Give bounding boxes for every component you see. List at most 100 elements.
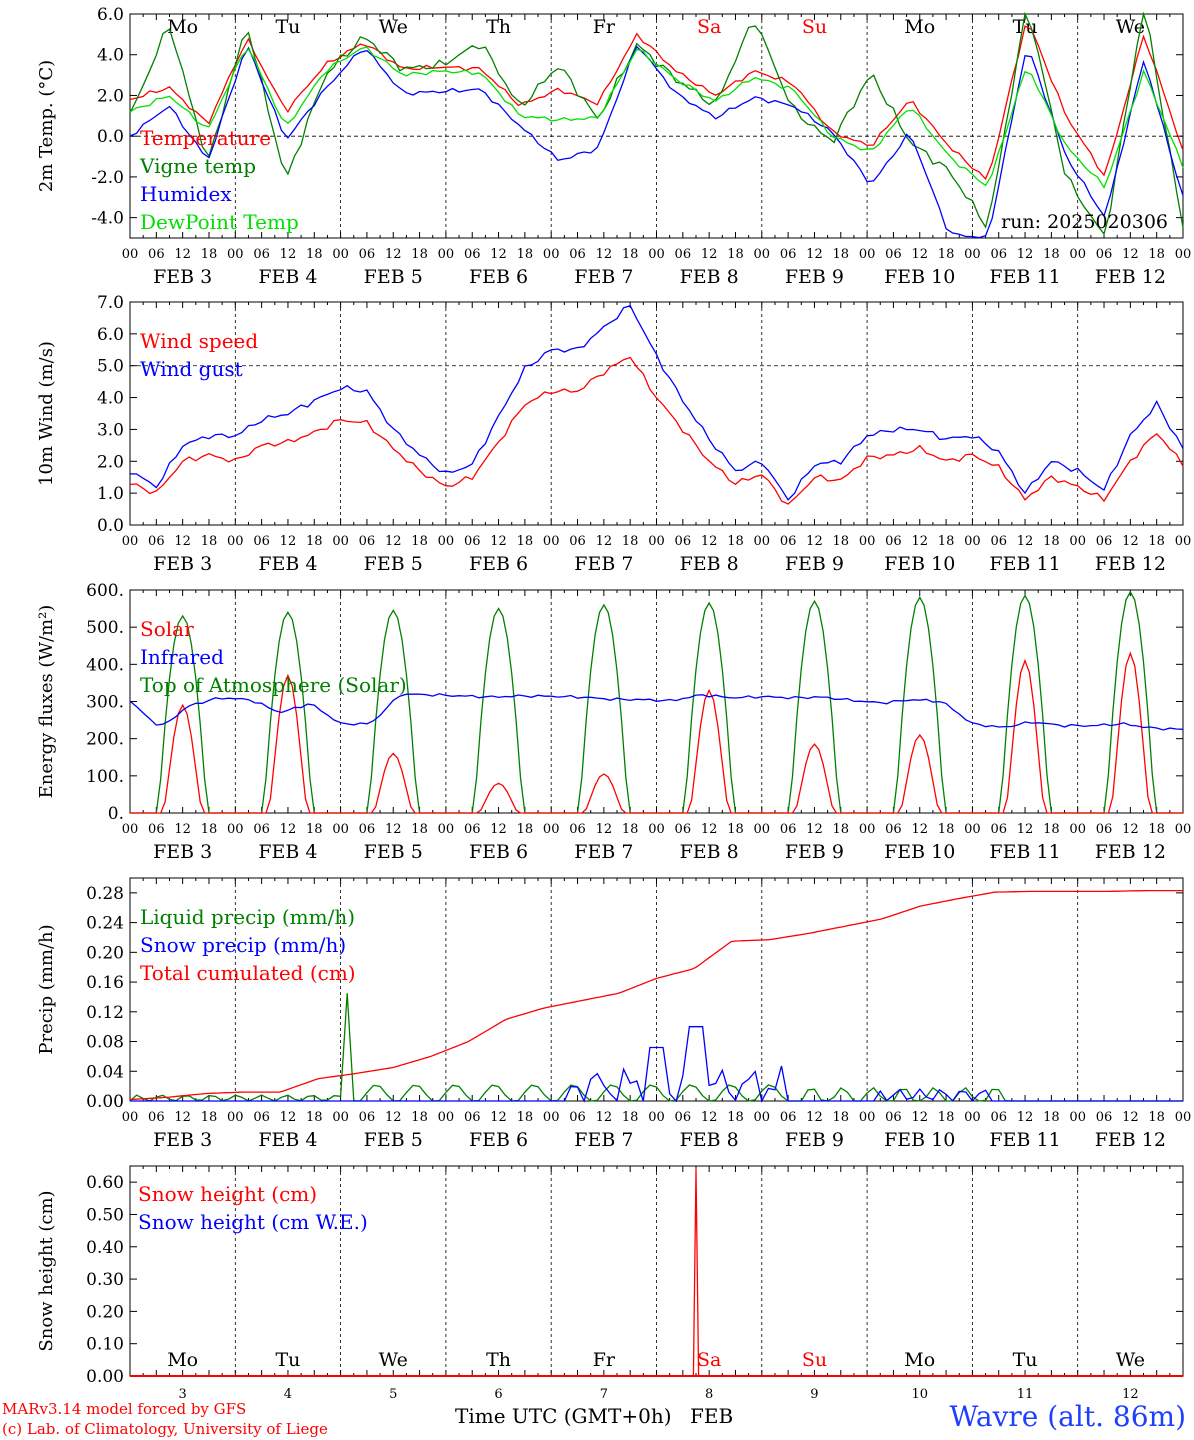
- x-hour-label: 12: [174, 1110, 191, 1125]
- x-date-label: FEB 5: [364, 1129, 423, 1151]
- x-hour-label: 18: [727, 822, 744, 837]
- x-date-label: FEB 8: [680, 266, 739, 288]
- x-hour-label: 18: [1043, 247, 1060, 262]
- x-hour-label: 12: [174, 534, 191, 549]
- weekday-label-top: Tu: [275, 16, 300, 38]
- x-hour-label: 00: [754, 534, 771, 549]
- x-hour-label: 00: [1069, 534, 1086, 549]
- x-hour-label: 06: [675, 247, 692, 262]
- series-line-toa: [130, 590, 1183, 814]
- x-hour-label: 06: [1096, 1110, 1113, 1125]
- series-line-solar: [130, 651, 1183, 814]
- series-line-total: [129, 889, 1183, 1101]
- x-date-label: FEB 5: [364, 266, 423, 288]
- x-hour-label: 18: [411, 534, 428, 549]
- x-hour-label: 00: [227, 1110, 244, 1125]
- x-hour-label: 12: [1017, 247, 1034, 262]
- legend-entry: Snow height (cm): [138, 1182, 317, 1206]
- legend-entry: Snow height (cm W.E.): [138, 1210, 368, 1234]
- x-hour-label: 00: [332, 247, 349, 262]
- x-hour-label: 12: [596, 247, 613, 262]
- x-hour-label: 00: [1175, 534, 1192, 549]
- x-date-label: FEB 10: [884, 553, 955, 575]
- x-hour-label: 06: [148, 1110, 165, 1125]
- x-hour-label: 06: [780, 822, 797, 837]
- y-tick-label: 0.28: [86, 884, 124, 904]
- x-hour-label: 00: [964, 1110, 981, 1125]
- x-date-label: FEB 3: [153, 553, 212, 575]
- panel-2: 0.0 1.0 2.0 3.0 4.0 5.0 6.0 7.0 10m Wind (m/s) 00…: [36, 293, 1191, 575]
- x-hour-label: 18: [517, 822, 534, 837]
- y-tick-label: 0.20: [86, 943, 124, 963]
- x-hour-label: 18: [1148, 247, 1165, 262]
- x-hour-label: 18: [411, 247, 428, 262]
- x-hour-label: 18: [1043, 1110, 1060, 1125]
- x-hour-label: 18: [411, 822, 428, 837]
- x-hour-label: 18: [938, 822, 955, 837]
- y-axis-label: 2m Temp. (°C): [36, 60, 57, 192]
- x-hour-label: 12: [1017, 534, 1034, 549]
- x-hour-label: 06: [990, 1110, 1007, 1125]
- x-hour-label: 00: [543, 247, 560, 262]
- x-hour-label: 00: [754, 247, 771, 262]
- series-line-3: [129, 45, 1184, 239]
- x-hour-label: 18: [1043, 534, 1060, 549]
- run-label: run: 2025020306: [1001, 211, 1168, 233]
- x-date-label: FEB 9: [785, 1129, 844, 1151]
- x-hour-label: 12: [1017, 1110, 1034, 1125]
- x-hour-label: 06: [990, 822, 1007, 837]
- legend-entry: Total cumulated (cm): [140, 961, 356, 985]
- x-date-label: FEB 7: [574, 266, 633, 288]
- x-hour-label: 18: [833, 247, 850, 262]
- y-tick-label: 100.: [86, 767, 124, 787]
- day-number-label: 6: [494, 1387, 502, 1402]
- x-date-label: FEB 11: [989, 841, 1060, 863]
- x-hour-label: 00: [543, 822, 560, 837]
- x-hour-label: 06: [780, 247, 797, 262]
- x-hour-label: 12: [596, 534, 613, 549]
- x-hour-label: 00: [648, 534, 665, 549]
- x-hour-label: 06: [148, 822, 165, 837]
- x-hour-label: 06: [569, 1110, 586, 1125]
- x-hour-label: 12: [596, 1110, 613, 1125]
- x-hour-label: 00: [648, 822, 665, 837]
- x-hour-label: 12: [490, 1110, 507, 1125]
- x-date-label: FEB 8: [680, 1129, 739, 1151]
- x-hour-label: 12: [280, 822, 297, 837]
- weekday-label-bottom: We: [1116, 1349, 1145, 1371]
- x-hour-label: 06: [675, 1110, 692, 1125]
- x-date-label: FEB 6: [469, 553, 528, 575]
- x-hour-label: 00: [648, 1110, 665, 1125]
- x-hour-label: 12: [280, 247, 297, 262]
- x-hour-label: 00: [438, 1110, 455, 1125]
- x-hour-label: 00: [227, 247, 244, 262]
- y-tick-label: 0.16: [86, 973, 124, 993]
- x-hour-label: 00: [227, 534, 244, 549]
- y-axis-label: Snow height (cm): [36, 1190, 57, 1351]
- x-hour-label: 06: [359, 247, 376, 262]
- y-tick-label: 0.50: [86, 1205, 124, 1225]
- x-hour-label: 18: [517, 247, 534, 262]
- x-date-label: FEB 11: [989, 1129, 1060, 1151]
- x-date-label: FEB 7: [574, 553, 633, 575]
- x-hour-label: 12: [911, 247, 928, 262]
- x-hour-label: 12: [1122, 534, 1139, 549]
- x-hour-label: 06: [885, 822, 902, 837]
- x-hour-label: 00: [754, 1110, 771, 1125]
- x-date-label: FEB 8: [680, 841, 739, 863]
- weekday-label-bottom: Th: [486, 1349, 511, 1371]
- x-hour-label: 12: [280, 534, 297, 549]
- x-hour-label: 00: [227, 822, 244, 837]
- y-tick-label: 400.: [86, 655, 124, 675]
- panel-5: 0.00 0.10 0.20 0.30 0.40 0.50 0.60 Snow height …: [36, 1165, 1184, 1387]
- x-hour-label: 18: [833, 822, 850, 837]
- x-hour-label: 06: [885, 534, 902, 549]
- x-hour-label: 00: [754, 822, 771, 837]
- weekday-label-top: We: [379, 16, 408, 38]
- legend-entry: Vigne temp: [139, 154, 256, 178]
- day-number-label: 8: [705, 1387, 713, 1402]
- y-tick-label: 0.30: [86, 1270, 124, 1290]
- panel-1: -4.0 -2.0 0.0 2.0 4.0 6.0 2m Temp. (°C) 00 06 12 1…: [36, 5, 1191, 288]
- y-axis-label: Precip (mm/h): [36, 924, 57, 1054]
- x-date-label: FEB 3: [153, 266, 212, 288]
